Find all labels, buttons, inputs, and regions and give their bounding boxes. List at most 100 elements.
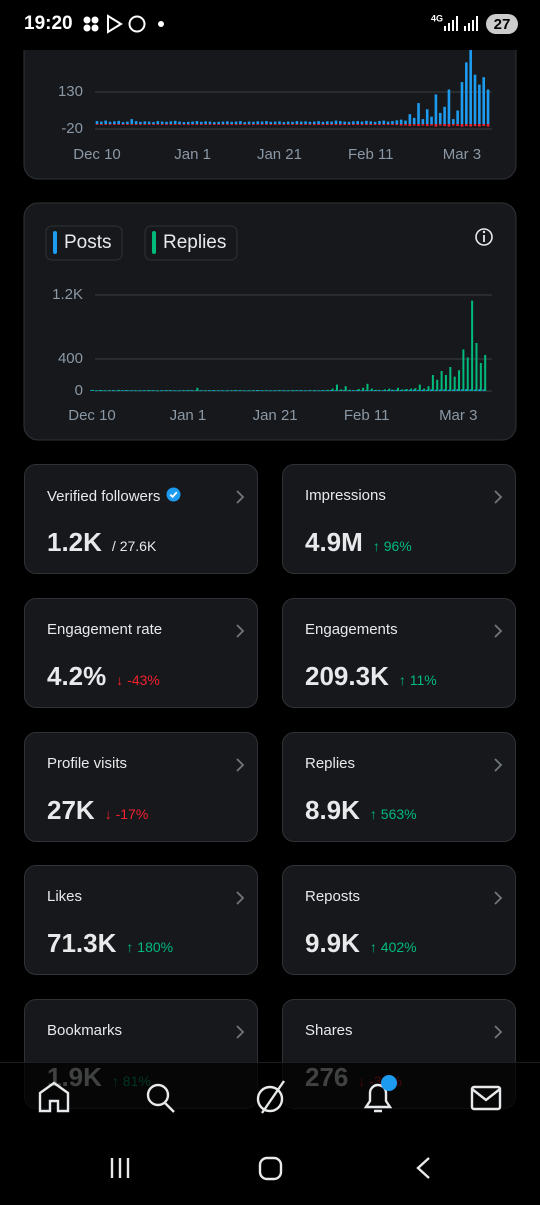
bar — [288, 390, 290, 392]
bar — [378, 121, 381, 125]
bar — [362, 387, 365, 391]
bar — [399, 390, 402, 391]
bar — [169, 121, 173, 125]
bar — [117, 389, 120, 391]
bar — [360, 124, 364, 126]
bar — [155, 390, 158, 392]
bar — [257, 390, 260, 391]
bar — [440, 371, 443, 391]
bar — [290, 390, 293, 392]
bar — [291, 121, 294, 125]
bar — [314, 390, 317, 391]
bar — [347, 390, 350, 392]
card-value: 8.9K — [305, 795, 360, 825]
bar — [317, 124, 320, 126]
bar — [304, 121, 307, 125]
bar — [299, 121, 303, 125]
bar — [270, 390, 273, 392]
card-title-row: Profile visits — [47, 755, 127, 772]
stat-card[interactable]: Verified followers 1.2K / 27.6K — [24, 464, 258, 574]
bars — [95, 50, 490, 127]
bar — [240, 390, 243, 391]
stat-card[interactable]: Profile visits 27K ↓ -17% — [24, 732, 258, 842]
bar — [327, 389, 330, 391]
bar — [321, 124, 325, 126]
stat-card[interactable]: Engagement rate 4.2% ↓ -43% — [24, 598, 258, 708]
bar — [181, 390, 184, 391]
back-button[interactable] — [416, 1157, 430, 1179]
bar — [404, 120, 407, 125]
bar — [252, 121, 255, 125]
bar — [243, 124, 247, 125]
bar — [177, 390, 180, 392]
chevron — [493, 489, 503, 510]
bar — [264, 390, 267, 391]
bar — [449, 367, 452, 391]
card-title-row: Bookmarks — [47, 1022, 122, 1039]
bar — [484, 355, 487, 391]
card-value: 1.2K — [47, 527, 102, 557]
chevron — [235, 757, 245, 778]
stat-card[interactable]: Engagements 209.3K ↑ 11% — [282, 598, 516, 708]
bar — [255, 390, 258, 391]
card-title: Shares — [305, 1022, 353, 1039]
system-nav-icons — [110, 1156, 430, 1181]
recents-button[interactable] — [110, 1158, 130, 1178]
legend-replies[interactable]: Replies — [144, 225, 238, 261]
legend-posts[interactable]: Posts — [45, 225, 123, 261]
bar — [192, 390, 195, 392]
search-icon[interactable] — [146, 1083, 175, 1113]
bar — [122, 390, 125, 391]
bar — [187, 390, 190, 391]
home-button[interactable] — [258, 1156, 283, 1181]
bar — [186, 121, 190, 125]
bar — [312, 390, 315, 392]
bar — [408, 114, 412, 125]
stat-card[interactable]: Replies 8.9K ↑ 563% — [282, 732, 516, 842]
home-icon[interactable] — [38, 1081, 70, 1113]
bar — [299, 124, 303, 125]
bar — [343, 390, 346, 391]
bar — [465, 62, 468, 125]
stat-card[interactable]: Reposts 9.9K ↑ 402% — [282, 865, 516, 975]
bar — [234, 390, 237, 391]
bar — [121, 124, 125, 125]
bar — [274, 390, 277, 392]
stat-card[interactable]: Likes 71.3K ↑ 180% — [24, 865, 258, 975]
bar — [139, 121, 142, 125]
notifications-icon[interactable] — [363, 1083, 393, 1113]
bar — [234, 121, 238, 125]
bar — [417, 103, 420, 125]
bar — [199, 390, 202, 392]
bar — [113, 124, 116, 125]
bar — [338, 390, 341, 391]
bar — [353, 390, 356, 391]
legend-label: Posts — [64, 232, 112, 253]
info-icon[interactable] — [475, 228, 493, 246]
bar — [401, 389, 404, 391]
bar — [168, 390, 171, 391]
bar — [199, 121, 203, 125]
bar — [465, 389, 468, 391]
bar — [334, 124, 338, 126]
messages-icon[interactable] — [470, 1085, 502, 1111]
verified-icon — [166, 487, 181, 502]
bar — [142, 390, 145, 392]
grok-icon[interactable] — [256, 1080, 285, 1114]
bar — [100, 121, 103, 125]
x-tick-label: Dec 10 — [73, 146, 121, 163]
bar — [95, 121, 99, 125]
bar — [165, 121, 168, 125]
bar — [356, 390, 359, 391]
stat-card[interactable]: Impressions 4.9M ↑ 96% — [282, 464, 516, 574]
bar — [421, 119, 425, 125]
bar — [412, 389, 415, 391]
chevron-icon — [236, 624, 245, 638]
bar — [100, 124, 103, 125]
bar — [447, 389, 450, 391]
verified-badge — [166, 487, 181, 506]
bar — [414, 388, 417, 391]
bar — [107, 390, 110, 391]
chevron-icon — [494, 624, 503, 638]
bar — [108, 124, 112, 125]
